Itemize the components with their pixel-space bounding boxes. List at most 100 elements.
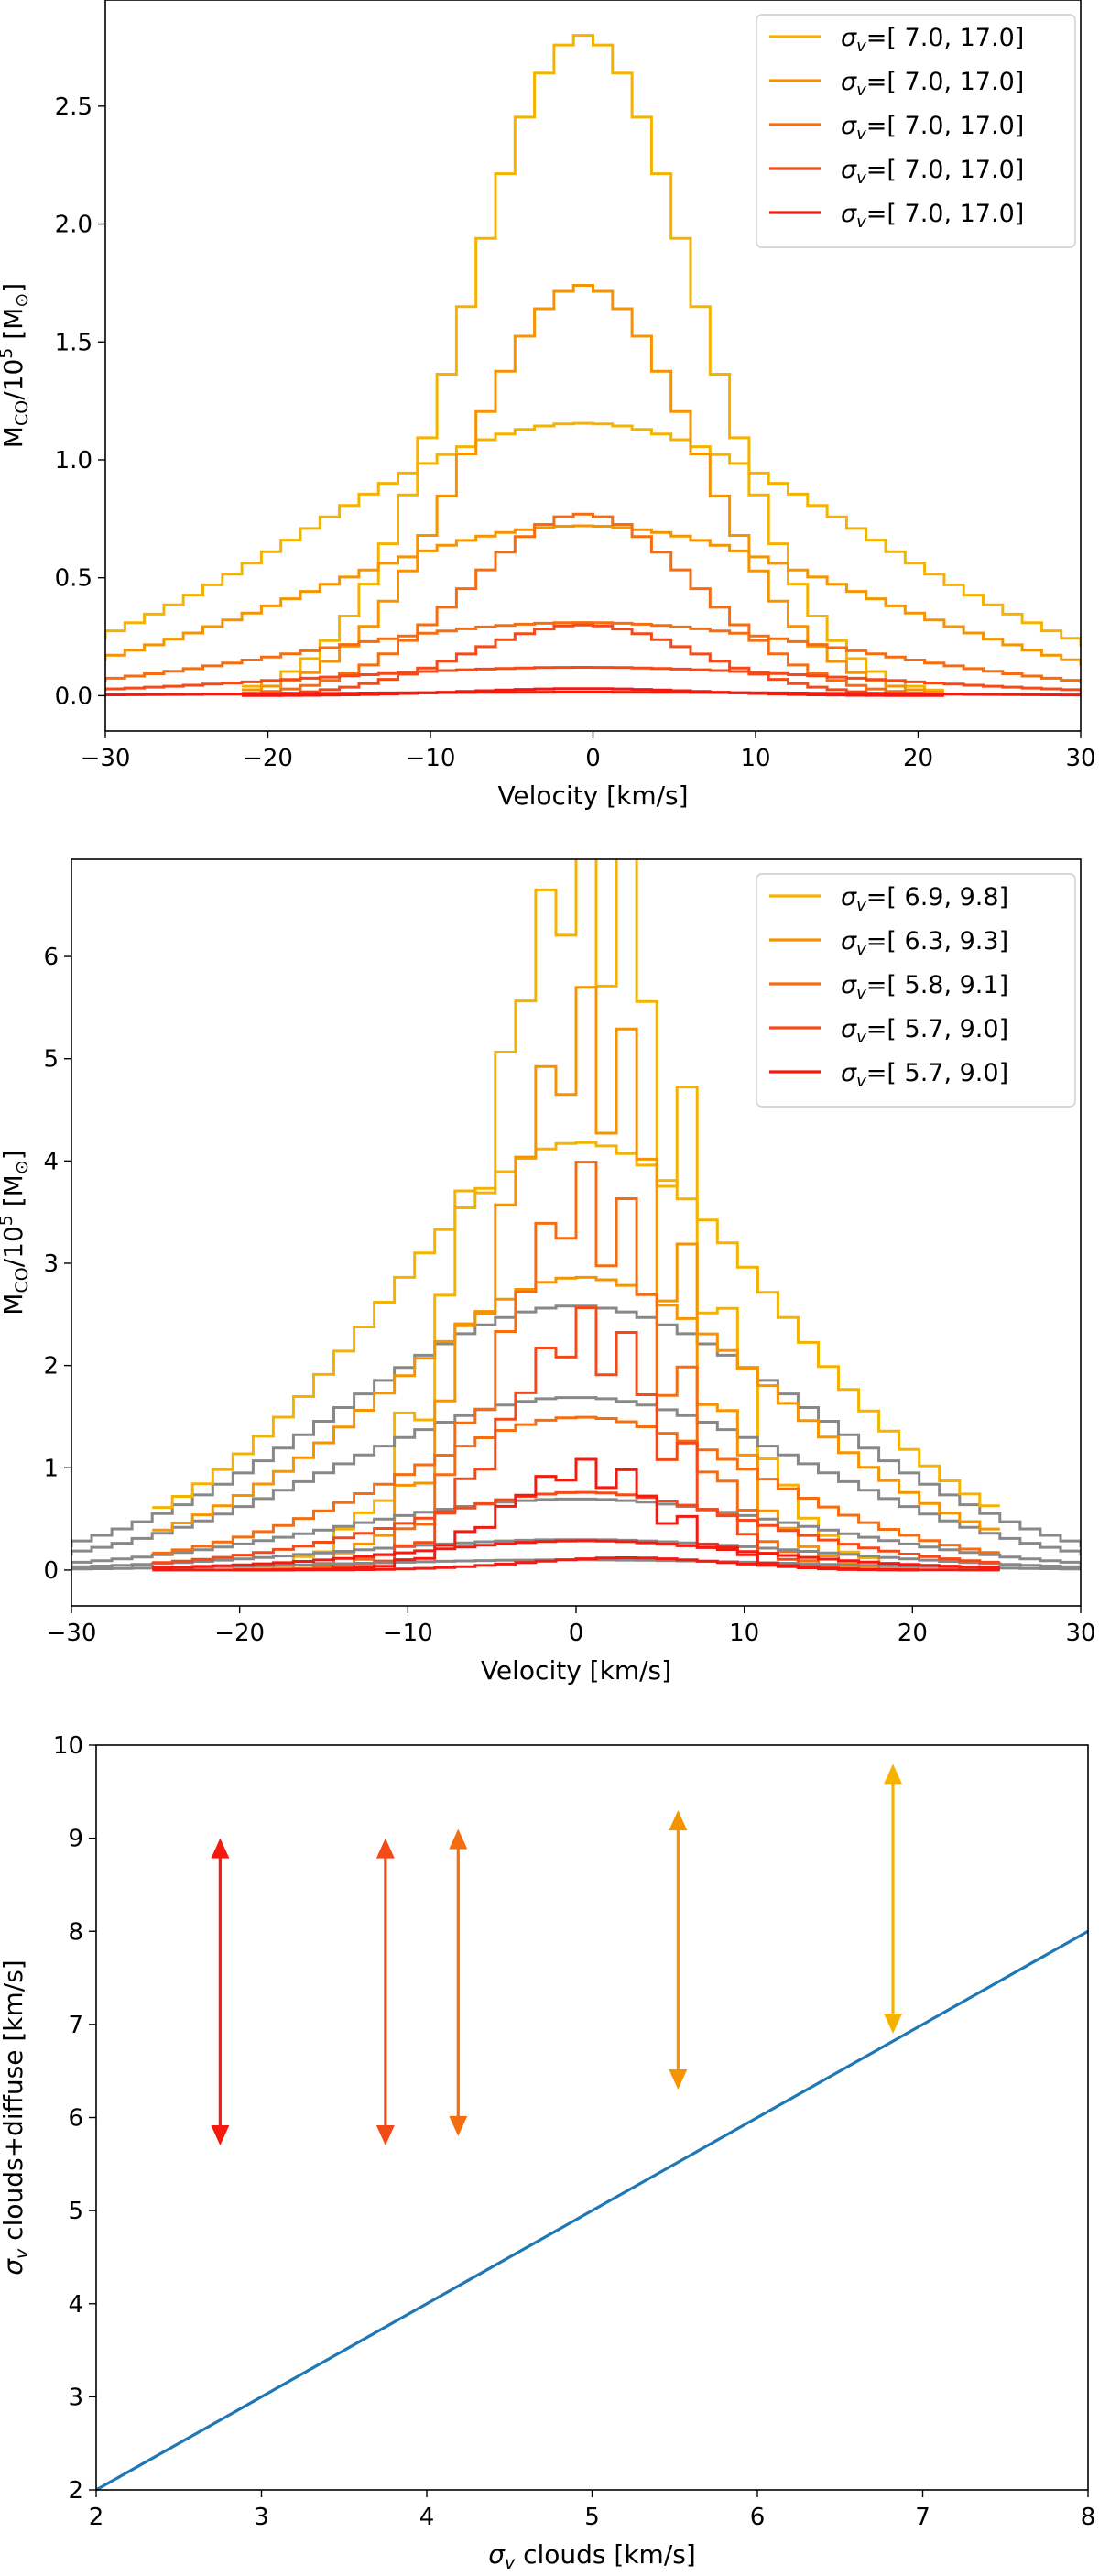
chart-panel-1: −30 −20 −10 0 10 20 30 0.0 0.5 1.0 1.5 2.0 2.5 Veloci… <box>0 0 1096 811</box>
legend-text: =[ 7.0, 17.0] <box>866 156 1025 184</box>
x-tick-label: 6 <box>750 2504 766 2531</box>
y-tick-label: 9 <box>68 1826 83 1853</box>
range-arrow-head-top-3 <box>449 1828 468 1850</box>
y-tick-label: 6 <box>43 944 59 971</box>
legend-text: =[ 5.7, 9.0] <box>866 1059 1008 1087</box>
y-tick-label: 5 <box>43 1046 59 1074</box>
series-tail-extension-3 <box>71 1497 1081 1566</box>
x-tick-label: 0 <box>585 745 601 772</box>
series-tail-extension-1 <box>71 1304 1081 1547</box>
y-tick-label: 3 <box>43 1250 59 1278</box>
plot-frame <box>95 1744 1089 2491</box>
legend-sub: v <box>856 37 866 56</box>
legend-box <box>756 14 1076 248</box>
legend-label: σv=[ 6.3, 9.3] <box>841 927 1008 959</box>
x-axis-label: Velocity [km/s] <box>481 1655 671 1686</box>
x-tick-label: −10 <box>406 745 456 772</box>
legend-label: σv=[ 5.8, 9.1] <box>841 971 1008 1003</box>
series-broad-step-2 <box>152 1275 1000 1532</box>
x-tick-label: 30 <box>1065 1620 1095 1647</box>
x-axis-label-sub: v <box>505 2553 516 2573</box>
legend-label: σv=[ 5.7, 9.0] <box>841 1059 1008 1091</box>
range-arrow-head-bottom-2 <box>375 2124 395 2145</box>
y-tick-label: 2.0 <box>55 212 92 239</box>
y-tick-label: 8 <box>68 1918 83 1946</box>
legend-sub: v <box>856 1028 866 1047</box>
legend-sigma: σ <box>841 1059 857 1087</box>
y-tick-label: 0.5 <box>55 565 92 593</box>
range-arrow-head-top-2 <box>375 1838 395 1859</box>
x-tick-label: −30 <box>47 1620 97 1647</box>
legend-box <box>756 873 1076 1108</box>
legend-text: =[ 5.8, 9.1] <box>866 971 1008 999</box>
y-tick-label: 6 <box>68 2105 83 2133</box>
x-tick-label: −10 <box>383 1620 433 1647</box>
legend-sub: v <box>856 1072 866 1091</box>
legend-text: =[ 6.9, 9.8] <box>866 883 1008 911</box>
legend-sigma: σ <box>841 156 857 184</box>
x-tick-label: 10 <box>740 745 770 772</box>
y-tick-label: 2 <box>43 1353 59 1381</box>
y-axis-label-mid: /10 <box>0 1226 28 1267</box>
legend-label: σv=[ 6.9, 9.8] <box>841 883 1008 915</box>
y-tick-label: 4 <box>68 2291 83 2319</box>
x-tick-label: −20 <box>243 745 293 772</box>
x-tick-label: 20 <box>903 745 933 772</box>
y-axis-label: MCO/105 [M⊙] <box>0 283 32 448</box>
series-narrow-step-1 <box>242 34 944 692</box>
series-broad-step-3 <box>152 1415 1000 1555</box>
series-lowest-step <box>152 1556 1000 1572</box>
x-tick-label: 2 <box>89 2504 104 2531</box>
y-axis-label-close: ] <box>0 283 28 293</box>
y-axis-label-unitsub: ⊙ <box>12 293 32 308</box>
series-broad-step-1 <box>152 1141 1000 1510</box>
legend-sigma: σ <box>841 24 857 52</box>
range-arrow-head-bottom-1 <box>211 2124 230 2145</box>
y-tick-label: 4 <box>43 1148 59 1175</box>
legend-text: =[ 5.7, 9.0] <box>866 1015 1008 1043</box>
y-axis-label-sub: CO <box>12 400 32 426</box>
series-broad-step-4 <box>105 666 1081 693</box>
legend-sub: v <box>856 169 866 188</box>
legend-label: σv=[ 7.0, 17.0] <box>841 68 1024 100</box>
legend-sub: v <box>856 896 866 915</box>
y-tick-label: 10 <box>53 1732 83 1760</box>
series-broad-step-4 <box>152 1490 1000 1565</box>
range-arrow-head-top-1 <box>211 1838 230 1859</box>
series-narrow-step-3 <box>233 1161 919 1572</box>
legend-sigma: σ <box>841 112 857 140</box>
y-tick-label: 7 <box>68 2012 83 2039</box>
y-axis-label-main: M <box>0 426 28 448</box>
series-broad-step-2 <box>105 524 1081 666</box>
chart-panel-2: −30 −20 −10 0 10 20 30 0 1 2 3 4 5 6 Velocity [km/s] MC… <box>0 858 1096 1686</box>
y-tick-label: 1.5 <box>55 329 92 356</box>
series-tail-extension-2 <box>71 1396 1081 1556</box>
y-tick-label: 2.5 <box>55 93 92 121</box>
y-tick-label: 2 <box>68 2477 83 2505</box>
series-broad-step-1 <box>105 421 1081 647</box>
y-axis-label-sub: CO <box>12 1267 32 1293</box>
x-tick-label: 20 <box>898 1620 928 1647</box>
x-axis-label: Velocity [km/s] <box>497 780 688 811</box>
legend-text: =[ 7.0, 17.0] <box>866 68 1025 96</box>
legend-sigma: σ <box>841 971 857 999</box>
legend-label: σv=[ 7.0, 17.0] <box>841 200 1024 232</box>
legend-text: =[ 7.0, 17.0] <box>866 112 1025 140</box>
x-axis-label-sigma: σ <box>488 2539 506 2570</box>
legend-sigma: σ <box>841 200 857 228</box>
series-narrow-step-2 <box>242 284 944 694</box>
range-arrow-head-bottom-3 <box>449 2115 468 2136</box>
y-axis-label-sub: v <box>12 2248 32 2259</box>
y-axis-label-main: M <box>0 1293 28 1315</box>
legend-text: =[ 6.3, 9.3] <box>866 927 1008 955</box>
series-narrow-step-5 <box>242 687 944 697</box>
y-tick-label: 1.0 <box>55 447 92 475</box>
x-tick-label: 30 <box>1065 745 1095 772</box>
legend-sub: v <box>856 125 866 144</box>
y-axis-label: MCO/105 [M⊙] <box>0 1150 32 1315</box>
legend-sub: v <box>856 213 866 232</box>
x-axis-label-text: clouds [km/s] <box>515 2539 696 2570</box>
legend-label: σv=[ 7.0, 17.0] <box>841 112 1024 144</box>
